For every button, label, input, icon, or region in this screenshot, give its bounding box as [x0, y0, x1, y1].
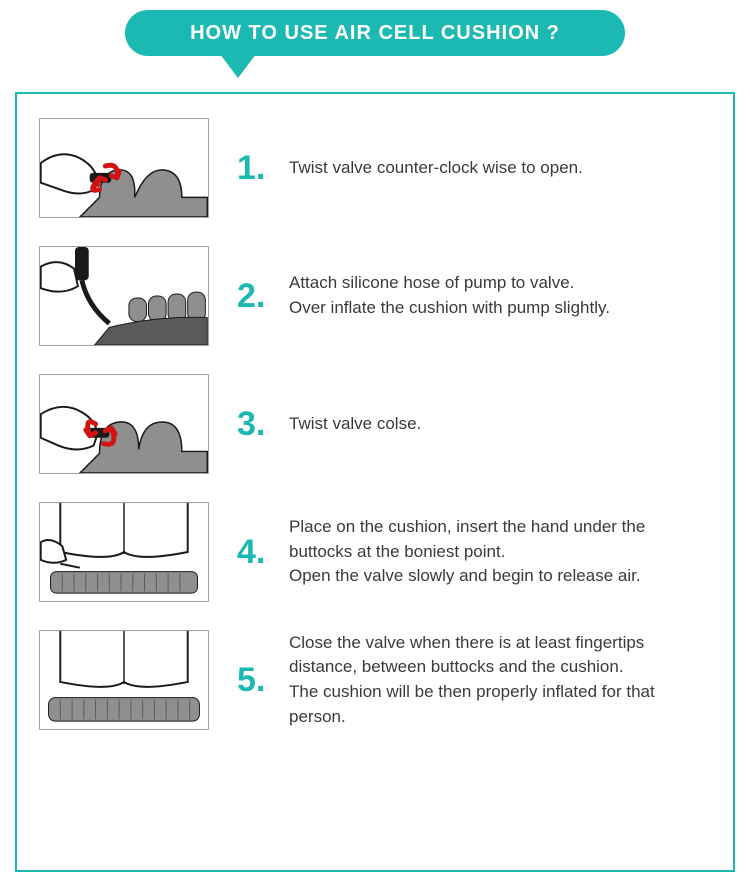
- step-row: 5. Close the valve when there is at leas…: [39, 630, 711, 730]
- step-number: 4.: [237, 533, 277, 572]
- step-thumbnail: [39, 118, 209, 218]
- header-pill: HOW TO USE AIR CELL CUSHION ?: [125, 10, 625, 56]
- header-arrow-icon: [220, 54, 256, 78]
- step-text: Twist valve colse.: [289, 412, 711, 437]
- step-text: Place on the cushion, insert the hand un…: [289, 515, 711, 589]
- step-number: 1.: [237, 149, 277, 188]
- step-thumbnail: [39, 374, 209, 474]
- step-thumbnail: [39, 502, 209, 602]
- step-row: 2. Attach silicone hose of pump to valve…: [39, 246, 711, 346]
- step-number: 5.: [237, 661, 277, 700]
- step-text: Close the valve when there is at least f…: [289, 631, 711, 730]
- step-thumbnail: [39, 246, 209, 346]
- step-row: 3. Twist valve colse.: [39, 374, 711, 474]
- header-title: HOW TO USE AIR CELL CUSHION ?: [190, 22, 560, 45]
- step-row: 1. Twist valve counter-clock wise to ope…: [39, 118, 711, 218]
- step-number: 3.: [237, 405, 277, 444]
- step-text: Attach silicone hose of pump to valve.Ov…: [289, 271, 711, 320]
- step-text: Twist valve counter-clock wise to open.: [289, 156, 711, 181]
- instructions-panel: 1. Twist valve counter-clock wise to ope…: [15, 92, 735, 872]
- step-thumbnail: [39, 630, 209, 730]
- step-row: 4. Place on the cushion, insert the hand…: [39, 502, 711, 602]
- step-number: 2.: [237, 277, 277, 316]
